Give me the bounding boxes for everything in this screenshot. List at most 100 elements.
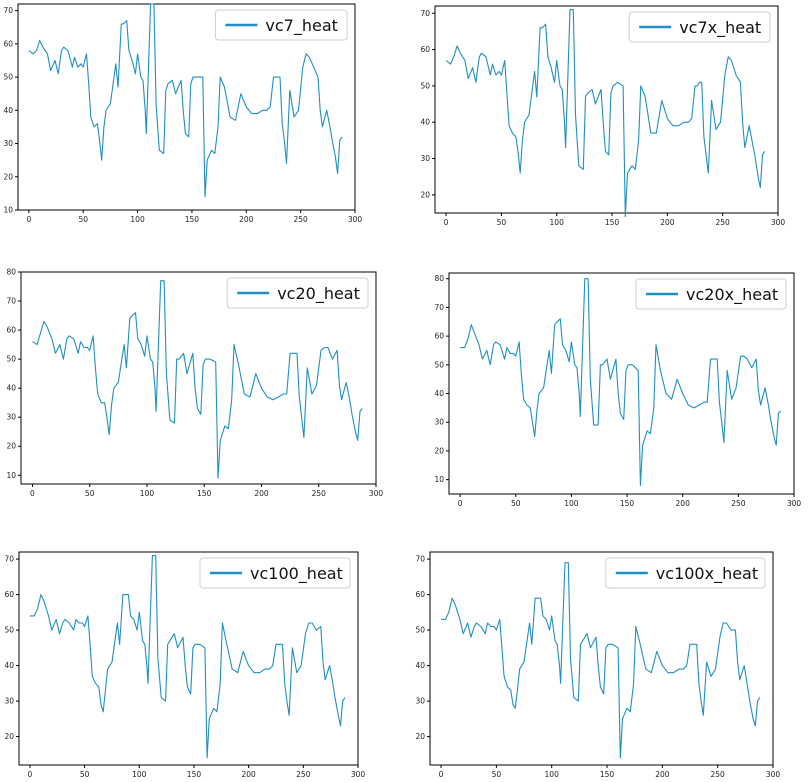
x-tick-label: 300: [351, 770, 366, 779]
x-tick-label: 150: [620, 499, 635, 508]
chart-vc100-heat: 0 50 100 150 200 250 300 20 30 40 50 60 70 vc100_heat: [4, 551, 366, 779]
y-tick-label: 20: [415, 732, 425, 741]
y-tick-label: 30: [420, 154, 430, 163]
x-tick-label: 300: [766, 770, 781, 779]
x-tick-label: 200: [660, 218, 675, 227]
y-tick-label: 70: [3, 6, 13, 15]
x-tick-label: 100: [564, 499, 579, 508]
x-tick-label: 200: [254, 489, 269, 498]
y-tick-label: 50: [3, 73, 13, 82]
y-tick-label: 80: [434, 274, 444, 283]
x-tick-label: 50: [492, 770, 502, 779]
y-tick-label: 60: [6, 326, 16, 335]
legend-label: vc7x_heat: [679, 18, 761, 38]
series-line: [29, 555, 346, 759]
y-tick-label: 40: [6, 384, 16, 393]
y-tick-label: 60: [434, 332, 444, 341]
x-tick-label: 300: [787, 499, 802, 508]
y-tick-label: 10: [434, 475, 444, 484]
x-tick-label: 200: [241, 770, 256, 779]
chart-panel-vc7x-heat: 0 50 100 150 200 250 300 20 30 40 50 60 70 vc7x_heat: [404, 0, 809, 240]
chart-vc7-heat: 0 50 100 150 200 250 300 10 20 30 40 50 60 70 vc7_heat: [3, 3, 363, 224]
x-tick-label: 150: [605, 218, 620, 227]
y-tick-label: 30: [4, 697, 14, 706]
chart-vc7x-heat: 0 50 100 150 200 250 300 20 30 40 50 60 70 vc7x_heat: [420, 5, 786, 227]
y-tick-label: 50: [4, 626, 14, 635]
chart-panel-vc100-heat: 0 50 100 150 200 250 300 20 30 40 50 60 70 vc100_heat: [0, 544, 395, 782]
x-tick-label: 200: [676, 499, 691, 508]
x-tick-label: 250: [312, 489, 327, 498]
plot-frame: [429, 551, 774, 766]
y-tick-label: 10: [3, 206, 13, 215]
y-tick-label: 50: [415, 626, 425, 635]
y-tick-label: 20: [6, 442, 16, 451]
legend-label: vc20_heat: [277, 284, 360, 304]
legend-box: [635, 278, 787, 310]
chart-panel-vc20-heat: 0 50 100 150 200 250 300 10 20 30 40 50 60 70 80 vc20_h…: [0, 268, 395, 504]
y-tick-label: 40: [420, 118, 430, 127]
x-tick-label: 150: [187, 770, 202, 779]
x-tick-label: 150: [197, 489, 212, 498]
x-tick-label: 300: [369, 489, 384, 498]
y-tick-label: 60: [4, 590, 14, 599]
legend-box: [199, 557, 351, 589]
y-tick-label: 30: [3, 139, 13, 148]
chart-vc20x-heat: 0 50 100 150 200 250 300 10 20 30 40 50 60 70 80 vc20x_…: [434, 272, 802, 508]
chart-panel-vc20x-heat: 0 50 100 150 200 250 300 10 20 30 40 50 60 70 80 vc20x_…: [404, 268, 809, 512]
y-tick-label: 70: [420, 9, 430, 18]
y-tick-label: 80: [6, 268, 16, 277]
plot-frame: [17, 3, 356, 211]
x-tick-label: 100: [130, 215, 145, 224]
chart-vc100x-heat: 0 50 100 150 200 250 300 20 30 40 50 60 70 vc100x_hea…: [415, 551, 781, 779]
x-tick-label: 50: [85, 489, 95, 498]
legend-box: [628, 11, 771, 43]
series-line: [32, 280, 363, 479]
y-tick-label: 60: [420, 45, 430, 54]
x-tick-label: 50: [511, 499, 521, 508]
x-tick-label: 250: [296, 770, 311, 779]
y-tick-label: 50: [420, 81, 430, 90]
x-tick-label: 0: [458, 499, 463, 508]
legend-label: vc100_heat: [250, 564, 343, 584]
x-tick-label: 150: [600, 770, 615, 779]
y-tick-label: 60: [3, 39, 13, 48]
legend-box: [226, 277, 369, 309]
series-line: [28, 3, 343, 198]
x-tick-label: 200: [239, 215, 254, 224]
x-tick-label: 0: [444, 218, 449, 227]
y-tick-label: 40: [415, 661, 425, 670]
y-tick-label: 20: [3, 172, 13, 181]
y-tick-label: 20: [4, 732, 14, 741]
y-tick-label: 60: [415, 590, 425, 599]
x-tick-label: 300: [771, 218, 786, 227]
series-line: [460, 278, 782, 486]
legend-label: vc20x_heat: [686, 285, 778, 305]
chart-vc20-heat: 0 50 100 150 200 250 300 10 20 30 40 50 60 70 80 vc20_h…: [6, 268, 384, 499]
y-tick-label: 70: [434, 303, 444, 312]
y-tick-label: 40: [3, 106, 13, 115]
x-tick-label: 250: [293, 215, 308, 224]
plot-frame: [434, 5, 779, 214]
plot-frame: [18, 551, 359, 766]
y-tick-label: 70: [6, 297, 16, 306]
x-tick-label: 150: [185, 215, 200, 224]
x-tick-label: 250: [711, 770, 726, 779]
plot-frame: [20, 271, 377, 485]
x-tick-label: 50: [78, 215, 88, 224]
y-tick-label: 30: [434, 418, 444, 427]
legend-box: [214, 9, 348, 41]
chart-panel-vc7-heat: 0 50 100 150 200 250 300 10 20 30 40 50 60 70 vc7_heat: [0, 0, 395, 232]
y-tick-label: 20: [420, 190, 430, 199]
x-tick-label: 0: [26, 215, 31, 224]
y-tick-label: 30: [6, 413, 16, 422]
x-tick-label: 50: [497, 218, 507, 227]
y-tick-label: 10: [6, 471, 16, 480]
x-tick-label: 50: [80, 770, 90, 779]
x-tick-label: 0: [439, 770, 444, 779]
legend-label: vc100x_heat: [656, 564, 758, 584]
y-tick-label: 70: [415, 555, 425, 564]
series-line: [445, 9, 766, 218]
x-tick-label: 100: [550, 218, 565, 227]
y-tick-label: 40: [434, 389, 444, 398]
x-tick-label: 300: [348, 215, 363, 224]
